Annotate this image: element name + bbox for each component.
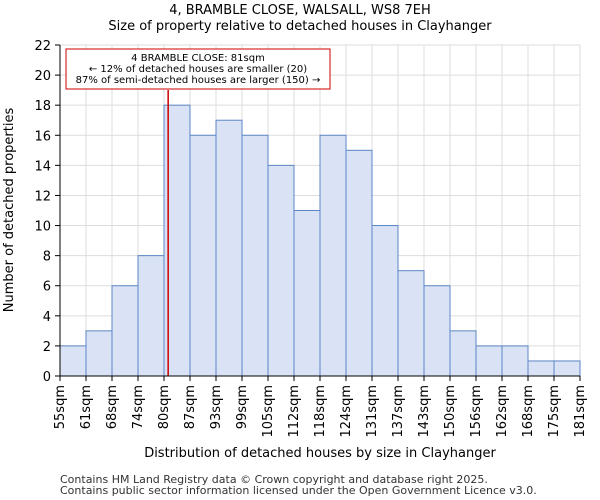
x-tick-label: 181sqm xyxy=(573,385,588,438)
x-tick-label: 68sqm xyxy=(105,385,120,429)
x-tick-label: 168sqm xyxy=(521,385,536,438)
axes: 0 2 4 6 8 10 12 14 16 18 20 22 55sqm 61sqm 68sqm 74sqm 8… xyxy=(34,39,588,438)
histogram-bar xyxy=(215,119,243,377)
footer-copyright: Contains HM Land Registry data © Crown c… xyxy=(60,473,488,486)
histogram-bar xyxy=(371,225,399,377)
histogram-bar xyxy=(59,345,87,377)
histogram-bar xyxy=(267,164,295,377)
histogram-bar xyxy=(423,285,451,377)
x-tick-label: 99sqm xyxy=(235,385,250,429)
histogram-bar xyxy=(85,330,113,377)
histogram-bar xyxy=(189,134,217,377)
x-tick-label: 137sqm xyxy=(391,385,406,438)
histogram-bar xyxy=(319,134,347,377)
x-tick-label: 80sqm xyxy=(157,385,172,429)
x-tick-label: 156sqm xyxy=(469,385,484,438)
chart-title: 4, BRAMBLE CLOSE, WALSALL, WS8 7EH xyxy=(169,3,431,18)
x-tick-label: 93sqm xyxy=(209,385,224,429)
y-tick-label: 16 xyxy=(34,129,51,144)
annotation-line-3: 87% of semi-detached houses are larger (… xyxy=(76,75,321,86)
histogram-bar xyxy=(449,330,477,377)
annotation-line-1: 4 BRAMBLE CLOSE: 81sqm xyxy=(131,53,265,64)
annotation-box: 4 BRAMBLE CLOSE: 81sqm ← 12% of detached… xyxy=(65,48,331,90)
x-tick-label: 162sqm xyxy=(495,385,510,438)
histogram-bar xyxy=(397,270,425,377)
y-tick-label: 8 xyxy=(43,250,51,265)
annotation-line-2: ← 12% of detached houses are smaller (20… xyxy=(89,64,307,75)
y-tick-label: 4 xyxy=(43,310,51,325)
x-tick-label: 87sqm xyxy=(183,385,198,429)
bars xyxy=(59,104,581,377)
y-tick-label: 6 xyxy=(43,280,51,295)
y-tick-label: 14 xyxy=(34,159,51,174)
x-tick-label: 61sqm xyxy=(79,385,94,429)
x-tick-label: 150sqm xyxy=(443,385,458,438)
histogram-bar xyxy=(345,149,373,377)
x-tick-label: 105sqm xyxy=(261,385,276,438)
x-tick-label: 118sqm xyxy=(313,385,328,438)
footer-licence: Contains public sector information licen… xyxy=(60,484,537,497)
x-axis-label: Distribution of detached houses by size … xyxy=(144,446,496,461)
histogram-bar xyxy=(111,285,139,377)
x-tick-label: 175sqm xyxy=(547,385,562,438)
histogram-bar xyxy=(527,360,555,377)
y-tick-label: 12 xyxy=(34,189,51,204)
annotation-frame xyxy=(65,48,331,90)
histogram-bar xyxy=(475,345,503,377)
y-tick-label: 10 xyxy=(34,220,51,235)
y-tick-label: 2 xyxy=(43,340,51,355)
x-tick-label: 112sqm xyxy=(287,385,302,438)
x-tick-label: 131sqm xyxy=(365,385,380,438)
histogram-bar xyxy=(241,134,269,377)
x-tick-label: 55sqm xyxy=(53,385,68,429)
x-tick-label: 74sqm xyxy=(131,385,146,429)
x-tick-label: 143sqm xyxy=(417,385,432,438)
x-tick-label: 124sqm xyxy=(339,385,354,438)
y-tick-label: 22 xyxy=(34,39,51,54)
histogram-bar xyxy=(137,255,165,377)
histogram-bar xyxy=(293,210,321,377)
chart-subtitle: Size of property relative to detached ho… xyxy=(108,19,492,34)
y-tick-label: 20 xyxy=(34,69,51,84)
y-axis-label: Number of detached properties xyxy=(2,108,17,313)
histogram-bar xyxy=(501,345,529,377)
y-tick-label: 18 xyxy=(34,99,51,114)
histogram-bar xyxy=(553,360,581,377)
y-tick-label: 0 xyxy=(43,370,51,385)
